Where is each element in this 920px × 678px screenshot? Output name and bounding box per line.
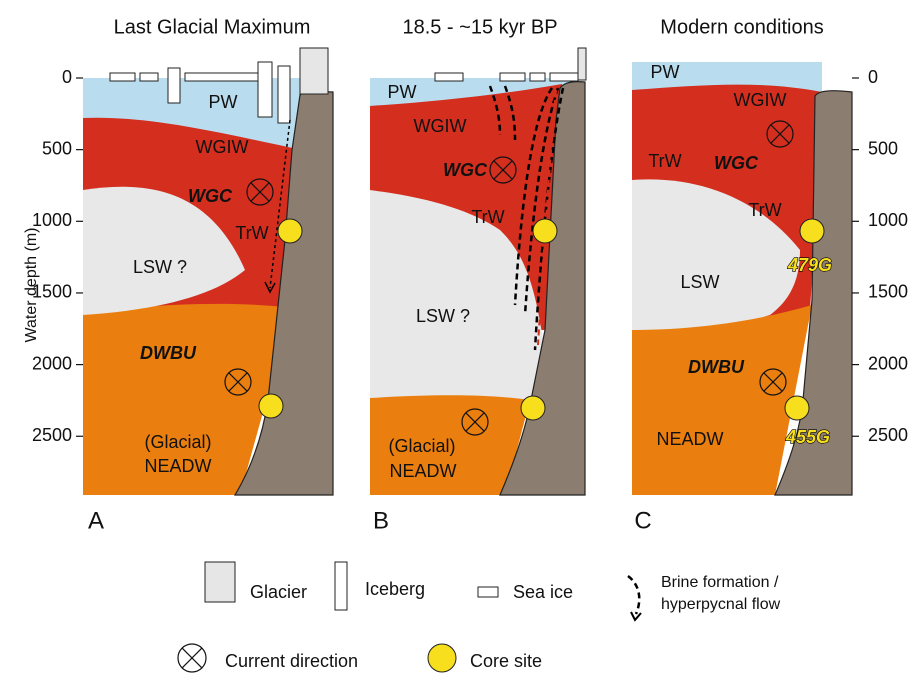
tick-label: 1000 [868, 210, 908, 230]
iceberg [168, 68, 180, 103]
tick-label: 2000 [32, 353, 72, 373]
core-label: 455G [785, 427, 830, 447]
legend: Glacier Iceberg Sea ice Brine formation … [205, 562, 781, 672]
legend-label: Glacier [250, 582, 307, 602]
core-site [785, 396, 809, 420]
tick-label: 500 [868, 138, 898, 158]
core-site [278, 219, 302, 243]
sea-ice [140, 73, 158, 81]
panel-letter: C [634, 507, 651, 534]
tick-label: 2500 [32, 425, 72, 445]
water-mass-label: NEADW [657, 429, 724, 449]
water-mass-label: TrW [235, 223, 268, 243]
deep-water [632, 305, 812, 495]
tick-label: 1500 [32, 282, 72, 302]
water-mass-label: NEADW [145, 456, 212, 476]
legend-label: Sea ice [513, 582, 573, 602]
water-mass-label: PW [388, 82, 417, 102]
water-mass-label: PW [209, 92, 238, 112]
water-mass-label: TrW [648, 151, 681, 171]
legend-label: Iceberg [365, 579, 425, 599]
core-site [800, 219, 824, 243]
panel-title: Last Glacial Maximum [114, 16, 311, 38]
panel-letter: A [88, 507, 104, 534]
water-mass-label: WGIW [414, 116, 467, 136]
legend-label: hyperpycnal flow [661, 596, 781, 613]
legend-brine [628, 576, 639, 614]
legend-label: Current direction [225, 651, 358, 671]
legend-label: Brine formation / [661, 574, 779, 591]
sea-ice [530, 73, 545, 81]
tick-label: 500 [42, 138, 72, 158]
water-mass-label: PW [651, 62, 680, 82]
tick-label: 0 [62, 67, 72, 87]
legend-label: Core site [470, 651, 542, 671]
core-site [259, 394, 283, 418]
tick-label: 1500 [868, 282, 908, 302]
legend-sea-ice [478, 587, 498, 597]
panel-title: Modern conditions [660, 16, 823, 38]
core-site [533, 219, 557, 243]
core-label: 479G [787, 255, 832, 275]
water-mass-label: WGC [714, 153, 759, 173]
water-mass-label: NEADW [390, 461, 457, 481]
tick-label: 2500 [868, 425, 908, 445]
panel-a: PW WGIW WGC TrW LSW ? DWBU (Glacial) NEA… [83, 48, 333, 534]
water-mass-label: (Glacial) [388, 436, 455, 456]
sea-ice [435, 73, 463, 81]
tick-label: 1000 [32, 210, 72, 230]
water-mass-label: WGC [188, 186, 233, 206]
legend-glacier [205, 562, 235, 602]
sea-ice [185, 73, 258, 81]
tick-label: 0 [868, 67, 878, 87]
water-mass-label: (Glacial) [144, 432, 211, 452]
current-direction [178, 644, 206, 672]
water-mass-label: WGIW [734, 90, 787, 110]
water-mass-label: LSW ? [416, 306, 470, 326]
water-mass-label: WGIW [196, 137, 249, 157]
iceberg [278, 66, 290, 123]
water-mass-label: TrW [471, 207, 504, 227]
glacier [578, 48, 586, 80]
panel-b: PW WGIW WGC TrW LSW ? (Glacial) NEADW B [370, 48, 586, 534]
figure: Last Glacial Maximum 18.5 - ~15 kyr BP M… [0, 0, 920, 678]
water-mass-label: LSW ? [133, 257, 187, 277]
iceberg [258, 62, 272, 117]
panel-title: 18.5 - ~15 kyr BP [402, 16, 557, 38]
water-mass-label: DWBU [688, 357, 745, 377]
water-mass-label: LSW [680, 272, 719, 292]
glacier [300, 48, 328, 94]
water-mass-label: DWBU [140, 343, 197, 363]
core-site [521, 396, 545, 420]
panel-letter: B [373, 507, 389, 534]
water-mass-label: WGC [443, 160, 488, 180]
sea-ice [550, 73, 578, 81]
sea-ice [110, 73, 135, 81]
legend-iceberg [335, 562, 347, 610]
panel-c: PW WGIW TrW WGC TrW LSW DWBU NEADW 479G … [632, 62, 852, 535]
tick-label: 2000 [868, 353, 908, 373]
water-mass-label: TrW [748, 200, 781, 220]
sea-ice [500, 73, 525, 81]
legend-core [428, 644, 456, 672]
